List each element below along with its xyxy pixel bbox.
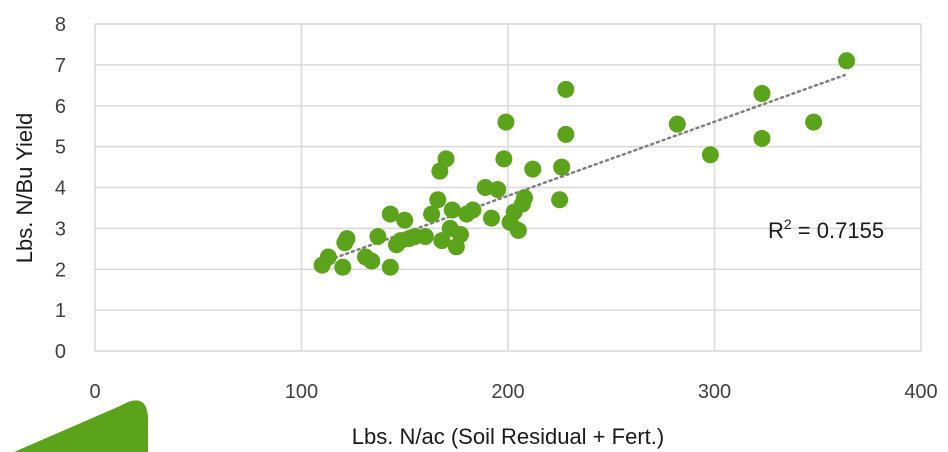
- data-point: [334, 258, 352, 276]
- y-axis-title: Lbs. N/Bu Yield: [12, 113, 37, 263]
- y-tick-label: 3: [55, 218, 66, 240]
- x-tick-label: 100: [285, 381, 318, 403]
- data-point: [396, 211, 414, 229]
- data-point: [805, 113, 823, 131]
- r-squared-label: R2 = 0.7155: [768, 216, 884, 243]
- data-point: [524, 160, 542, 178]
- data-point: [423, 205, 441, 223]
- data-point: [433, 232, 451, 250]
- data-point: [363, 252, 381, 270]
- data-point: [668, 115, 686, 133]
- x-tick-label: 300: [698, 381, 731, 403]
- data-point: [429, 191, 447, 209]
- y-tick-label: 7: [55, 55, 66, 77]
- data-point: [753, 84, 771, 102]
- data-point: [336, 234, 354, 252]
- data-point: [753, 129, 771, 147]
- data-point: [557, 80, 575, 98]
- x-tick-labels: 0 100 200 300 400: [89, 381, 937, 403]
- x-tick-label: 400: [904, 381, 937, 403]
- data-point: [701, 146, 719, 164]
- data-point: [416, 228, 434, 246]
- data-point: [319, 248, 337, 266]
- y-tick-label: 5: [55, 137, 66, 159]
- data-point: [369, 228, 387, 246]
- data-points: [313, 52, 856, 276]
- y-tick-label: 8: [55, 14, 66, 36]
- data-point: [381, 258, 399, 276]
- data-point: [437, 150, 455, 168]
- gridlines: [94, 23, 922, 352]
- data-point: [452, 226, 470, 244]
- x-tick-label: 200: [491, 381, 524, 403]
- y-tick-label: 6: [55, 96, 66, 118]
- data-point: [509, 221, 527, 239]
- data-point: [482, 209, 500, 227]
- y-tick-labels: 0 1 2 3 4 5 6 7 8: [55, 14, 66, 363]
- data-point: [497, 113, 515, 131]
- data-point: [495, 150, 513, 168]
- data-point: [838, 52, 856, 70]
- y-tick-label: 0: [55, 341, 66, 363]
- y-tick-label: 1: [55, 300, 66, 322]
- x-axis-title: Lbs. N/ac (Soil Residual + Fert.): [352, 424, 664, 449]
- data-point: [516, 189, 534, 207]
- data-point: [489, 181, 507, 199]
- decorative-green-shape: [14, 400, 148, 452]
- data-point: [557, 125, 575, 143]
- data-point: [464, 201, 482, 219]
- data-point: [443, 201, 461, 219]
- data-point: [551, 191, 569, 209]
- data-point: [381, 205, 399, 223]
- y-tick-label: 4: [55, 178, 66, 200]
- y-tick-label: 2: [55, 259, 66, 281]
- data-point: [553, 158, 571, 176]
- x-tick-label: 0: [89, 381, 100, 403]
